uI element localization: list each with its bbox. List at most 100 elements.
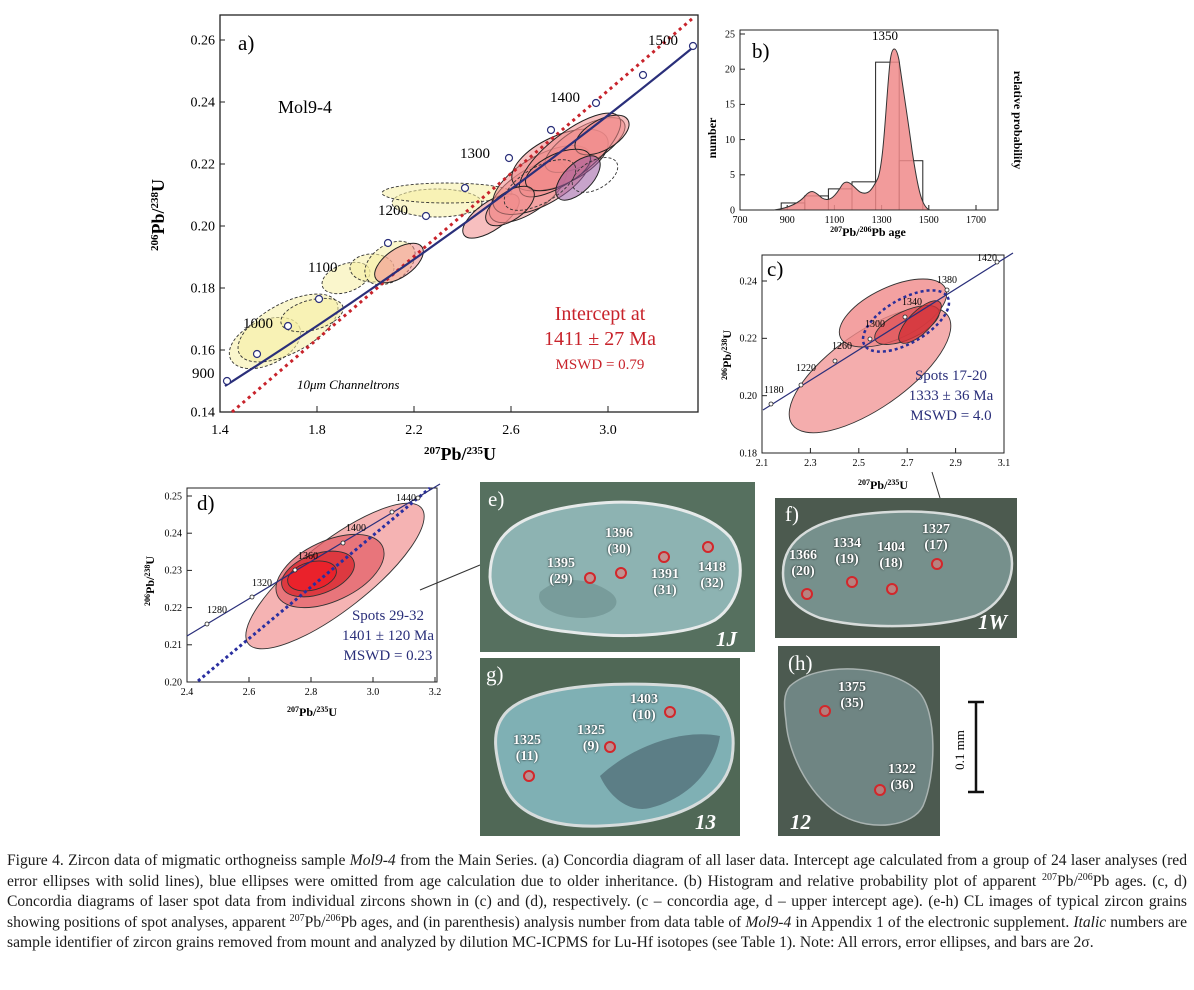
d-spots: Spots 29-32 xyxy=(352,608,424,624)
a-ytick: 0.26 xyxy=(191,34,216,49)
h-spot-marker xyxy=(819,705,831,717)
c-age-1420: 1420 xyxy=(977,253,997,264)
intercept-mswd: MSWD = 0.79 xyxy=(556,357,645,373)
f-spot-label-3: 1404 (18) xyxy=(877,540,905,571)
panel-e-label: e) xyxy=(488,487,505,511)
e-spot-label-3: 1391 (31) xyxy=(651,567,679,598)
d-ytick: 0.21 xyxy=(165,640,183,651)
d-xtick: 3.2 xyxy=(429,687,442,698)
e-spot-marker xyxy=(658,551,670,563)
g-spot-label-3: 1403 (10) xyxy=(630,692,658,723)
e-spot-marker xyxy=(584,572,596,584)
figure-caption: Figure 4. Zircon data of migmatic orthog… xyxy=(7,852,1188,951)
c-age-1300: 1300 xyxy=(865,319,885,330)
a-ytick: 0.18 xyxy=(191,282,216,297)
a-ytick: 0.22 xyxy=(191,158,216,173)
g-spot-marker xyxy=(664,706,676,718)
g-spot-marker xyxy=(523,770,535,782)
a-xtick: 1.8 xyxy=(308,423,326,438)
panel-a-label: a) xyxy=(238,31,254,55)
a-xtick: 3.0 xyxy=(599,423,617,438)
a-ytick: 0.14 xyxy=(191,406,216,421)
d-ytick: 0.23 xyxy=(165,566,183,577)
b-xtick: 1500 xyxy=(919,215,939,226)
a-ytick: 0.16 xyxy=(191,344,216,359)
e-spot-marker xyxy=(702,541,714,553)
cl-image-f: f) 1366 (20) 1334 (19) 1404 (18) 1327 (17) 1… xyxy=(775,498,1017,638)
a-ytick: 0.20 xyxy=(191,220,216,235)
c-mswd: MSWD = 4.0 xyxy=(910,408,991,424)
age-label-1500: 1500 xyxy=(648,33,678,49)
intercept-line1: Intercept at xyxy=(555,303,646,325)
f-spot-label-4: 1327 (17) xyxy=(922,522,950,553)
b-ytick: 15 xyxy=(725,100,735,111)
b-xtick: 1100 xyxy=(825,215,845,226)
grain-id-e: 1J xyxy=(716,627,737,651)
d-ytick: 0.25 xyxy=(165,491,183,502)
b-ytick: 5 xyxy=(730,170,735,181)
d-xtick: 3.0 xyxy=(367,687,380,698)
grain-id-h: 12 xyxy=(790,810,811,834)
histogram-peak: 1350 xyxy=(872,28,898,43)
grain-id-g: 13 xyxy=(695,810,716,834)
c-xtick: 2.3 xyxy=(804,458,817,469)
g-spot-label-1: 1325 (11) xyxy=(513,733,541,764)
b-xtick: 900 xyxy=(780,215,795,226)
a-ytick: 0.24 xyxy=(191,96,216,111)
age-label-1000: 1000 xyxy=(243,316,273,332)
age-label-1100: 1100 xyxy=(308,260,337,276)
cl-image-g: g) 1325 (11) 1325 (9) 1403 (10) 13 xyxy=(480,658,740,836)
c-xtick: 2.9 xyxy=(949,458,962,469)
c-xtick: 3.1 xyxy=(998,458,1011,469)
b-xtick: 700 xyxy=(733,215,748,226)
g-spot-label-2: 1325 (9) xyxy=(577,723,605,754)
g-spot-marker xyxy=(604,741,616,753)
c-xtick: 2.5 xyxy=(853,458,866,469)
histogram-xlabel: 207Pb/206Pb age xyxy=(830,225,906,240)
histogram-ylabel-right: relative probability xyxy=(1011,71,1025,170)
intercept-line2: 1411 ± 27 Ma xyxy=(544,328,656,350)
f-spot-label-2: 1334 (19) xyxy=(833,536,861,567)
c-age-1380: 1380 xyxy=(937,275,957,286)
panel-h-label: (h) xyxy=(788,651,813,675)
panel-g-label: g) xyxy=(486,662,504,686)
b-ytick: 10 xyxy=(725,135,735,146)
b-ytick: 25 xyxy=(725,29,735,40)
panel-c-concordia: 2.1 2.3 2.5 2.7 2.9 3.1 0.18 0.20 0.22 0.24 c) 11… xyxy=(720,252,1014,492)
sample-name: Mol9-4 xyxy=(278,97,332,117)
cl-image-e: e) 1395 (29) 1396 (30) 1391 (31) 1418 (32) 1… xyxy=(480,482,755,652)
c-spots: Spots 17-20 xyxy=(915,368,987,384)
d-ytick: 0.22 xyxy=(165,603,183,614)
c-ytick: 0.18 xyxy=(740,448,758,459)
b-xtick: 1300 xyxy=(872,215,892,226)
h-spot-label-1: 1375 (35) xyxy=(838,680,866,711)
scale-bar: 0.1 mm xyxy=(952,700,984,794)
f-spot-marker xyxy=(886,583,898,595)
c-age: 1333 ± 36 Ma xyxy=(909,388,994,404)
a-xtick: 2.6 xyxy=(502,423,520,438)
c-ytick: 0.20 xyxy=(740,391,758,402)
d-age-1280: 1280 xyxy=(207,605,227,616)
f-spot-marker xyxy=(846,576,858,588)
scale-bar-label: 0.1 mm xyxy=(952,730,967,770)
d-age-1400: 1400 xyxy=(346,523,366,534)
d-age-1320: 1320 xyxy=(252,578,272,589)
d-xtick: 2.6 xyxy=(243,687,256,698)
c-age-1180: 1180 xyxy=(764,385,784,396)
a-xtick: 2.2 xyxy=(405,423,423,438)
cl-image-h: (h) 1375 (35) 1322 (36) 12 xyxy=(778,646,940,836)
b-ytick: 0 xyxy=(730,205,735,216)
age-label-1300: 1300 xyxy=(460,146,490,162)
h-spot-marker xyxy=(874,784,886,796)
b-xtick: 1700 xyxy=(966,215,986,226)
panel-b-label: b) xyxy=(752,39,770,63)
age-label-900: 900 xyxy=(192,366,215,382)
d-age-1440: 1440 xyxy=(396,493,416,504)
panel-d-label: d) xyxy=(197,491,215,515)
c-age-1220: 1220 xyxy=(796,363,816,374)
a-xtick: 1.4 xyxy=(211,423,229,438)
age-label-1200: 1200 xyxy=(378,203,408,219)
e-spot-label-2: 1396 (30) xyxy=(605,526,633,557)
f-spot-marker xyxy=(801,588,813,600)
instrument-note: 10μm Channeltrons xyxy=(297,377,399,392)
